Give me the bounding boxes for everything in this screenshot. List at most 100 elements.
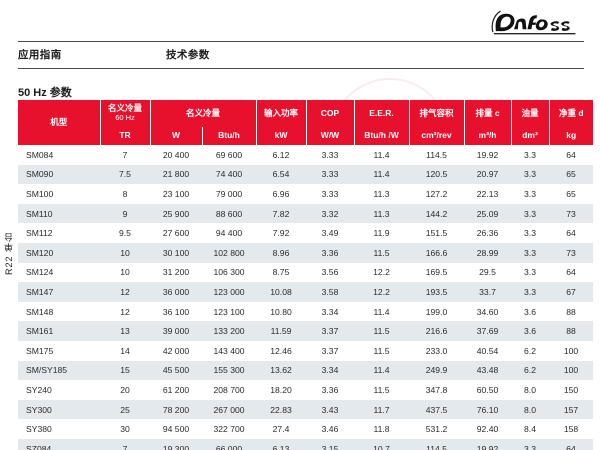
cell-weight: 158 — [549, 419, 594, 439]
cell-weight: 64 — [549, 145, 594, 165]
cell-w: 31 200 — [150, 262, 202, 283]
cell-model: SY240 — [18, 380, 100, 400]
spec-table-container: 机型 名义冷量 60 Hz 名义冷量 输入功率 COP E.E.R. 排气容积 … — [18, 100, 594, 450]
cell-btuh: 74 400 — [202, 164, 257, 185]
cell-disp_vol: 166.6 — [409, 242, 465, 263]
cell-disp: 40.54 — [464, 340, 512, 361]
table-row: SM120 10 30 100 102 800 8.96 3.36 11.5 166.6 28.… — [18, 242, 594, 263]
cell-kw: 8.75 — [256, 262, 307, 283]
th-unit-kw: kW — [256, 127, 307, 145]
cell-oil: 8.0 — [511, 380, 550, 400]
table-row: SM147 12 36 000 123 000 10.08 3.58 12.2 193.5 33… — [18, 282, 594, 302]
table-row: SY240 20 61 200 208 700 18.20 3.36 11.5 347.8 60… — [18, 380, 594, 400]
cell-disp_vol: 193.5 — [409, 282, 465, 302]
table-row: SZ084 7 19 300 66 000 6.13 3.15 10.7 114.5 19.92… — [18, 438, 594, 450]
cell-tr: 30 — [100, 419, 150, 439]
cell-kw: 12.46 — [256, 340, 307, 361]
cell-eer: 11.9 — [354, 223, 410, 243]
cell-weight: 88 — [549, 301, 594, 322]
breadcrumb-left: 应用指南 — [18, 49, 62, 61]
th-unit-btuh: Btu/h — [202, 127, 257, 145]
cell-weight: 157 — [549, 399, 594, 420]
cell-disp: 29.5 — [464, 262, 512, 283]
cell-disp: 92.40 — [464, 419, 512, 439]
cell-tr: 14 — [100, 340, 150, 361]
table-row: SY380 30 94 500 322 700 27.4 3.46 11.8 531.2 92.… — [18, 419, 594, 439]
cell-kw: 13.62 — [256, 360, 307, 381]
cell-btuh: 322 700 — [202, 419, 257, 439]
cell-kw: 22.83 — [256, 399, 307, 420]
th-nominal-capacity-60hz-sub: 60 Hz — [115, 113, 135, 123]
cell-btuh: 208 700 — [202, 380, 257, 400]
cell-oil: 8.4 — [511, 419, 550, 439]
cell-disp: 19.92 — [464, 145, 512, 165]
cell-eer: 12.2 — [354, 282, 410, 302]
cell-kw: 18.20 — [256, 380, 307, 400]
cell-disp_vol: 151.5 — [409, 223, 465, 243]
cell-disp: 37.69 — [464, 321, 512, 341]
cell-tr: 10 — [100, 242, 150, 263]
cell-btuh: 102 800 — [202, 242, 257, 263]
cell-tr: 10 — [100, 262, 150, 283]
table-row: SM161 13 39 000 133 200 11.59 3.37 11.5 216.6 37… — [18, 321, 594, 341]
th-input-power: 输入功率 — [256, 100, 307, 127]
cell-w: 27 600 — [150, 223, 202, 243]
cell-oil: 8.0 — [511, 399, 550, 420]
cell-kw: 6.54 — [256, 164, 307, 185]
cell-model: SM/SY185 — [18, 360, 100, 381]
cell-disp_vol: 120.5 — [409, 164, 465, 185]
table-row: SM100 8 23 100 79 000 6.96 3.33 11.3 127.2 22.13… — [18, 184, 594, 204]
cell-cop: 3.34 — [306, 360, 355, 381]
cell-cop: 3.36 — [306, 242, 355, 263]
cell-btuh: 123 000 — [202, 282, 257, 302]
cell-model: SM148 — [18, 301, 100, 322]
cell-tr: 25 — [100, 399, 150, 420]
cell-eer: 11.5 — [354, 340, 410, 361]
cell-model: SM161 — [18, 321, 100, 341]
cell-disp_vol: 233.0 — [409, 340, 465, 361]
cell-kw: 6.96 — [256, 184, 307, 204]
cell-model: SM120 — [18, 242, 100, 263]
cell-cop: 3.49 — [306, 223, 355, 243]
cell-kw: 6.13 — [256, 438, 307, 450]
cell-w: 94 500 — [150, 419, 202, 439]
cell-disp_vol: 114.5 — [409, 145, 465, 165]
cell-kw: 6.12 — [256, 145, 307, 165]
row-group-label-r22: R22 单台 — [4, 232, 14, 276]
cell-btuh: 79 000 — [202, 184, 257, 204]
th-eer: E.E.R. — [354, 100, 410, 127]
cell-disp_vol: 144.2 — [409, 203, 465, 224]
cell-tr: 8 — [100, 184, 150, 204]
cell-btuh: 94 400 — [202, 223, 257, 243]
cell-model: SZ084 — [18, 438, 100, 450]
cell-w: 23 100 — [150, 184, 202, 204]
cell-kw: 7.92 — [256, 223, 307, 243]
cell-disp: 26.36 — [464, 223, 512, 243]
cell-weight: 64 — [549, 223, 594, 243]
cell-model: SM084 — [18, 145, 100, 165]
table-row: SM148 12 36 100 123 100 10.80 3.34 11.4 199.0 34… — [18, 301, 594, 322]
cell-cop: 3.32 — [306, 203, 355, 224]
cell-disp_vol: 347.8 — [409, 380, 465, 400]
table-row: SM090 7.5 21 800 74 400 6.54 3.33 11.4 120.5 20.… — [18, 164, 594, 185]
cell-eer: 10.7 — [354, 438, 410, 450]
cell-model: SY380 — [18, 419, 100, 439]
cell-kw: 7.82 — [256, 203, 307, 224]
cell-oil: 3.3 — [511, 262, 550, 283]
cell-tr: 9 — [100, 203, 150, 224]
cell-eer: 11.5 — [354, 242, 410, 263]
cell-tr: 7 — [100, 145, 150, 165]
table-row: SM175 14 42 000 143 400 12.46 3.37 11.5 233.0 40… — [18, 340, 594, 361]
table-body: SM084 7 20 400 69 600 6.12 3.33 11.4 114.5 19.92… — [18, 145, 594, 450]
cell-w: 39 000 — [150, 321, 202, 341]
cell-btuh: 155 300 — [202, 360, 257, 381]
cell-btuh: 133 200 — [202, 321, 257, 341]
cell-weight: 88 — [549, 321, 594, 341]
cell-disp_vol: 531.2 — [409, 419, 465, 439]
table-header: 机型 名义冷量 60 Hz 名义冷量 输入功率 COP E.E.R. 排气容积 … — [18, 100, 594, 145]
section-title: 50 Hz 参数 — [18, 87, 72, 99]
cell-disp_vol: 114.5 — [409, 438, 465, 450]
th-oil-charge: 油量 — [511, 100, 550, 127]
cell-weight: 65 — [549, 184, 594, 204]
cell-tr: 13 — [100, 321, 150, 341]
